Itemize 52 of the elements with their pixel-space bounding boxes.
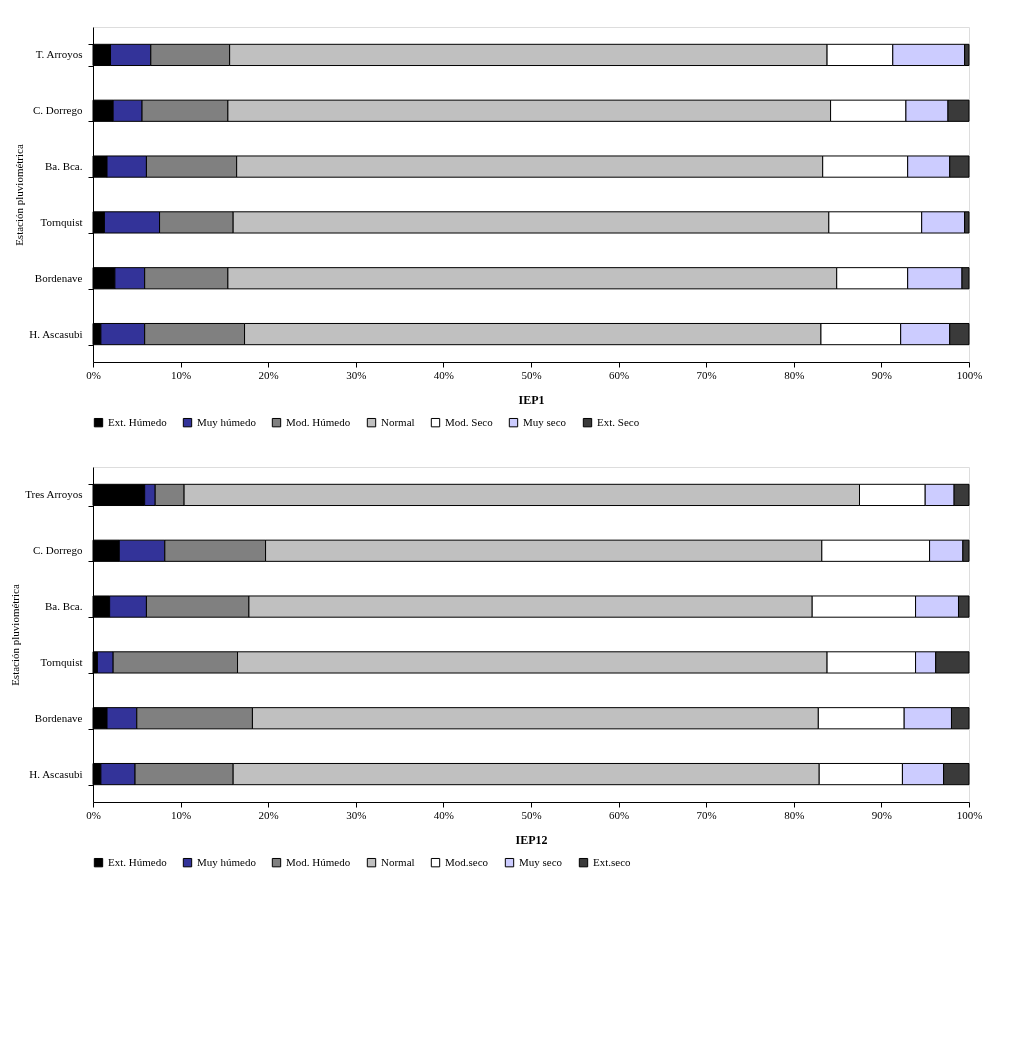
legend-label: Normal bbox=[381, 415, 415, 428]
legend-label: Mod. Seco bbox=[445, 415, 494, 428]
y-tick-label: H. Ascasubi bbox=[29, 327, 83, 340]
x-tick-label: 50% bbox=[521, 808, 542, 821]
legend-label: Normal bbox=[381, 855, 415, 868]
y-tick-label: C. Dorrego bbox=[33, 104, 83, 117]
legend-label: Ext.seco bbox=[593, 855, 632, 868]
x-tick-label: 70% bbox=[696, 808, 717, 821]
legend-label: Mod.seco bbox=[445, 855, 489, 868]
x-tick-label: 20% bbox=[258, 808, 279, 821]
y-tick-label: Tres Arroyos bbox=[25, 488, 83, 501]
x-tick-label: 30% bbox=[346, 808, 367, 821]
x-tick-label: 80% bbox=[784, 368, 805, 381]
legend-label: Ext. Húmedo bbox=[108, 855, 168, 868]
x-axis-title: IEP1 bbox=[518, 392, 545, 407]
y-tick-label: T. Arroyos bbox=[35, 48, 83, 61]
x-tick-label: 0% bbox=[86, 808, 101, 821]
x-tick-label: 100% bbox=[956, 808, 983, 821]
legend-label: Ext. Seco bbox=[597, 415, 640, 428]
y-tick-label: Tornquist bbox=[40, 215, 83, 228]
x-tick-label: 80% bbox=[784, 808, 805, 821]
y-axis-title: Estación pluviométrica bbox=[8, 584, 21, 686]
y-tick-label: Bordenave bbox=[34, 711, 83, 724]
x-tick-label: 70% bbox=[696, 368, 717, 381]
legend-label: Mod. Húmedo bbox=[286, 415, 351, 428]
y-tick-label: Ba. Bca. bbox=[44, 160, 83, 173]
x-tick-label: 10% bbox=[171, 808, 192, 821]
x-tick-label: 60% bbox=[609, 808, 630, 821]
x-tick-label: 0% bbox=[86, 368, 101, 381]
x-tick-label: 100% bbox=[956, 368, 983, 381]
legend-label: Muy seco bbox=[519, 855, 563, 868]
x-axis-title: IEP12 bbox=[515, 832, 548, 847]
x-tick-label: 90% bbox=[871, 808, 892, 821]
y-tick-label: C. Dorrego bbox=[33, 544, 83, 557]
y-tick-label: Tornquist bbox=[40, 655, 83, 668]
legend-label: Muy húmedo bbox=[197, 855, 257, 868]
x-tick-label: 40% bbox=[433, 368, 454, 381]
legend-label: Mod. Húmedo bbox=[286, 855, 351, 868]
legend-label: Muy seco bbox=[523, 415, 567, 428]
legend-label: Ext. Húmedo bbox=[108, 415, 168, 428]
legend-label: Muy húmedo bbox=[197, 415, 257, 428]
y-axis-title: Estación pluviométrica bbox=[12, 144, 25, 246]
y-tick-label: Bordenave bbox=[34, 271, 83, 284]
x-tick-label: 20% bbox=[258, 368, 279, 381]
x-tick-label: 50% bbox=[521, 368, 542, 381]
x-tick-label: 90% bbox=[871, 368, 892, 381]
x-tick-label: 60% bbox=[609, 368, 630, 381]
y-tick-label: Ba. Bca. bbox=[44, 600, 83, 613]
x-tick-label: 40% bbox=[433, 808, 454, 821]
y-tick-label: H. Ascasubi bbox=[29, 767, 83, 780]
x-tick-label: 30% bbox=[346, 368, 367, 381]
x-tick-label: 10% bbox=[171, 368, 192, 381]
